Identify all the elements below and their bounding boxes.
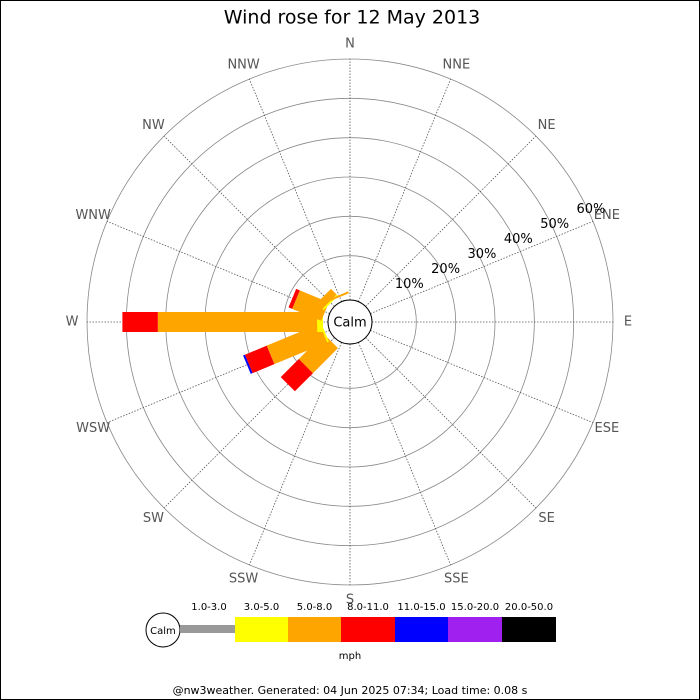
legend-swatch <box>502 617 556 642</box>
spoke <box>370 220 594 314</box>
direction-label: N <box>345 37 355 52</box>
bar-segment <box>122 312 158 332</box>
direction-label: SSW <box>229 571 259 586</box>
r-tick-label: 10% <box>395 277 424 292</box>
legend-label: 5.0-8.0 <box>297 602 332 613</box>
footer: @nw3weather. Generated: 04 Jun 2025 07:3… <box>173 684 528 697</box>
legend-swatch <box>395 617 448 642</box>
direction-label: NNW <box>227 58 259 73</box>
bar-segment <box>280 359 313 392</box>
direction-label: SSE <box>444 571 469 586</box>
direction-label: WNW <box>75 208 111 223</box>
bar-segment <box>292 290 329 321</box>
direction-label: ENE <box>594 208 620 223</box>
legend-calm-label: Calm <box>150 626 176 637</box>
bar-segment <box>157 312 318 332</box>
bar-segment <box>316 288 337 309</box>
legend-swatch <box>448 617 502 642</box>
legend-swatch <box>341 617 395 642</box>
legend-label: 11.0-15.0 <box>397 602 445 613</box>
direction-label: SW <box>143 511 164 526</box>
bar-segment <box>298 334 338 374</box>
spoke <box>365 337 537 509</box>
r-tick-label: 50% <box>540 217 569 232</box>
calm-label: Calm <box>333 316 366 331</box>
legend-swatch <box>180 625 235 633</box>
legend-label: 15.0-20.0 <box>451 602 499 613</box>
legend-label: 20.0-50.0 <box>505 602 553 613</box>
spoke <box>370 330 594 424</box>
r-tick-label: 40% <box>504 232 533 247</box>
spoke <box>365 135 537 307</box>
spoke <box>358 78 452 302</box>
legend-label: 1.0-3.0 <box>191 602 226 613</box>
direction-label: E <box>624 315 632 330</box>
legend-swatch <box>288 617 341 642</box>
r-tick-label: 30% <box>468 247 497 262</box>
direction-label: S <box>346 593 354 608</box>
calm-circle <box>327 299 373 345</box>
bar-segment <box>244 345 275 374</box>
spoke <box>358 342 452 566</box>
bar-segment <box>288 288 300 309</box>
direction-label: NE <box>538 118 556 133</box>
direction-label: ESE <box>594 421 619 436</box>
direction-label: WSW <box>76 421 110 436</box>
bar-segment <box>243 354 253 374</box>
spoke <box>248 78 342 302</box>
bar-segment <box>266 323 328 365</box>
direction-label: SE <box>538 511 554 526</box>
r-tick-label: 20% <box>431 262 460 277</box>
direction-label: NW <box>142 118 165 133</box>
legend-label: 8.0-11.0 <box>347 602 389 613</box>
legend-label: 3.0-5.0 <box>244 602 279 613</box>
spoke <box>248 342 342 566</box>
bar-segment <box>329 291 349 301</box>
legend-swatch <box>235 617 288 642</box>
legend-unit: mph <box>339 651 361 662</box>
direction-label: NNE <box>443 58 471 73</box>
r-tick-label: 60% <box>577 202 606 217</box>
direction-label: W <box>66 315 79 330</box>
chart-title: Wind rose for 12 May 2013 <box>224 7 481 29</box>
spoke <box>163 135 335 307</box>
